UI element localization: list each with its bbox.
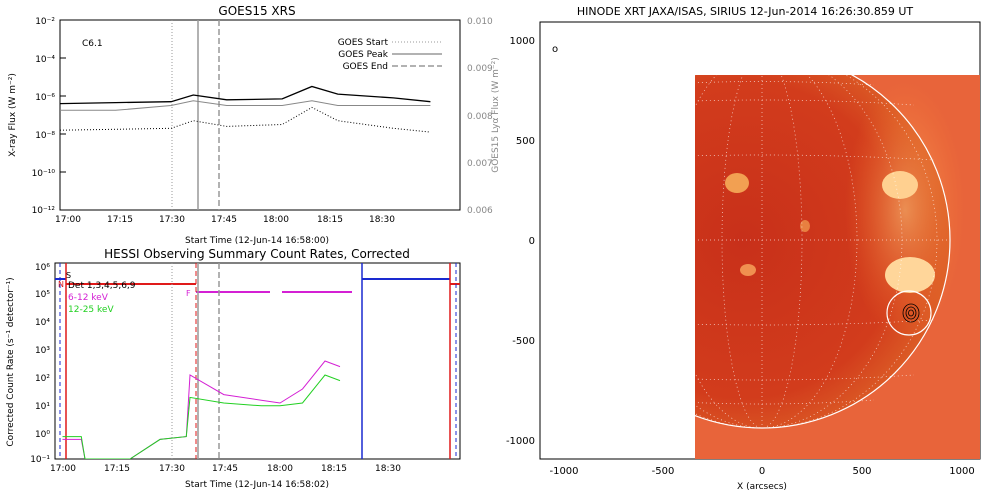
- xrt-ytick-label: 0: [529, 236, 535, 247]
- active-region: [882, 171, 918, 199]
- goes-xtick-label: 17:45: [211, 215, 237, 225]
- goes-left-yticks: 10⁻² 10⁻⁴ 10⁻⁶ 10⁻⁸ 10⁻¹⁰ 10⁻¹²: [32, 17, 66, 216]
- goes-ytick-label: 10⁻⁴: [35, 55, 55, 65]
- xrt-ytick-label: 1000: [510, 36, 535, 47]
- goes-title: GOES15 XRS: [218, 4, 295, 18]
- goes-panel: GOES15 XRS 10⁻² 10⁻⁴ 10⁻⁶ 10⁻⁸ 10⁻¹⁰ 10⁻…: [8, 4, 501, 246]
- active-region: [725, 173, 749, 193]
- goes-class-label: C6.1: [82, 39, 103, 49]
- xrt-xtick-label: -500: [652, 466, 675, 477]
- hessi-xtick-label: 17:15: [104, 464, 130, 474]
- hessi-xtick-label: 18:15: [321, 464, 347, 474]
- hessi-ylabel: Corrected Count Rate (s⁻¹ detector⁻¹): [6, 277, 16, 446]
- hessi-ytick-label: 10⁴: [35, 318, 50, 328]
- hessi-xtick-label: 17:00: [50, 464, 76, 474]
- goes-xtick-label: 17:30: [159, 215, 185, 225]
- goes-ytick-right-label: 0.010: [467, 17, 493, 27]
- hessi-series-group: [55, 263, 460, 459]
- goes-legend: GOES Start GOES Peak GOES End: [338, 38, 442, 72]
- goes-xtick-label: 17:15: [107, 215, 133, 225]
- flare-circle: [886, 290, 932, 336]
- hessi-contours: [902, 303, 920, 323]
- goes-ytick-label: 10⁻¹⁰: [32, 169, 56, 179]
- hessi-ytick-label: 10⁶: [35, 263, 50, 273]
- xrt-ytick-label: -500: [512, 336, 535, 347]
- hessi-title: HESSI Observing Summary Count Rates, Cor…: [104, 247, 410, 261]
- hessi-6-12-kev-series: [62, 360, 341, 459]
- legend-hessi-6-12: 6-12 keV: [68, 293, 109, 303]
- xrt-panel: HINODE XRT JAXA/ISAS, SIRIUS 12-Jun-2014…: [506, 5, 981, 492]
- hessi-ytick-label: 10²: [35, 374, 50, 384]
- hessi-xtick-label: 18:30: [375, 464, 401, 474]
- goes-xtick-label: 17:00: [55, 215, 81, 225]
- hessi-ytick-label: 10¹: [35, 402, 50, 412]
- goes-ylabel-left: X-ray Flux (W m⁻²): [8, 73, 18, 157]
- xrt-xlabel: X (arcsecs): [737, 482, 787, 492]
- hessi-ytick-label: 10³: [35, 346, 50, 356]
- goes-xtick-label: 18:00: [263, 215, 289, 225]
- goes-ytick-label: 10⁻⁶: [35, 93, 55, 103]
- hessi-12-25-kev-series: [62, 374, 341, 459]
- goes-left-tick-marks: [60, 19, 66, 211]
- legend-goes-end: GOES End: [343, 62, 388, 72]
- xrt-xtick-label: 1000: [949, 466, 974, 477]
- goes-xtick-label: 18:30: [369, 215, 395, 225]
- hessi-yticks: 10⁶ 10⁵ 10⁴ 10³ 10² 10¹ 10⁰ 10⁻¹: [30, 263, 50, 465]
- goes-long-series: [60, 85, 431, 105]
- goes-ytick-right-label: 0.009: [467, 64, 493, 74]
- goes-xtick-label: 18:15: [317, 215, 343, 225]
- goes-right-yticks: 0.010 0.009 0.008 0.007 0.006: [467, 17, 493, 216]
- heliographic-grid: [695, 75, 950, 429]
- hessi-flag-f: F: [186, 289, 191, 298]
- goes-lya-series: [60, 100, 431, 111]
- goes-plot-frame: [59, 19, 461, 211]
- solar-limb: [695, 75, 951, 429]
- hessi-flag-n: N: [58, 280, 64, 289]
- active-region: [740, 264, 756, 276]
- legend-hessi-detectors: Det 1,3,4,5,6,9: [68, 281, 136, 291]
- goes-series-group: [60, 85, 431, 133]
- hessi-xtick-label: 17:30: [159, 464, 185, 474]
- goes-xlabel: Start Time (12-Jun-14 16:58:00): [185, 236, 329, 246]
- goes-ylabel-right: GOES15 Lyα Flux (W m⁻²): [491, 57, 501, 173]
- xrt-orientation-marker: o: [552, 44, 558, 55]
- hessi-plot-frame: [54, 262, 461, 460]
- hessi-panel: HESSI Observing Summary Count Rates, Cor…: [6, 247, 461, 490]
- goes-ytick-right-label: 0.007: [467, 159, 493, 169]
- xrt-xtick-label: 500: [852, 466, 871, 477]
- goes-short-series: [60, 106, 431, 133]
- active-region: [885, 257, 935, 293]
- xrt-xtick-label: -1000: [549, 466, 578, 477]
- xrt-ytick-label: -1000: [506, 436, 535, 447]
- hessi-xlabel: Start Time (12-Jun-14 16:58:02): [185, 480, 329, 490]
- goes-xticks: 17:00 17:15 17:30 17:45 18:00 18:15 18:3…: [55, 215, 395, 225]
- legend-goes-start: GOES Start: [338, 38, 389, 48]
- hessi-xtick-label: 18:00: [267, 464, 293, 474]
- xrt-xtick-label: 0: [759, 466, 765, 477]
- xrt-ytick-label: 500: [516, 136, 535, 147]
- hessi-ytick-label: 10⁰: [35, 430, 50, 440]
- xrt-xticks: -1000 -500 0 500 1000: [549, 466, 974, 477]
- hessi-xticks: 17:00 17:15 17:30 17:45 18:00 18:15 18:3…: [50, 464, 401, 474]
- goes-ytick-right-label: 0.006: [467, 206, 493, 216]
- hessi-ytick-label: 10⁵: [35, 290, 50, 300]
- hessi-flag-s: S: [66, 271, 71, 280]
- hessi-ytick-label: 10⁻¹: [30, 455, 50, 465]
- goes-ytick-label: 10⁻⁸: [35, 131, 55, 141]
- legend-goes-peak: GOES Peak: [338, 50, 388, 60]
- xrt-image: [695, 75, 980, 459]
- xrt-title: HINODE XRT JAXA/ISAS, SIRIUS 12-Jun-2014…: [577, 5, 914, 18]
- active-region: [800, 220, 810, 232]
- goes-ytick-right-label: 0.008: [467, 112, 493, 122]
- goes-ytick-label: 10⁻²: [35, 17, 55, 27]
- legend-hessi-12-25: 12-25 keV: [68, 305, 114, 315]
- hessi-xtick-label: 17:45: [212, 464, 238, 474]
- hessi-legend: Det 1,3,4,5,6,9 6-12 keV 12-25 keV: [68, 281, 136, 315]
- goes-ytick-label: 10⁻¹²: [32, 206, 56, 216]
- xrt-yticks: 1000 500 0 -500 -1000: [506, 36, 535, 447]
